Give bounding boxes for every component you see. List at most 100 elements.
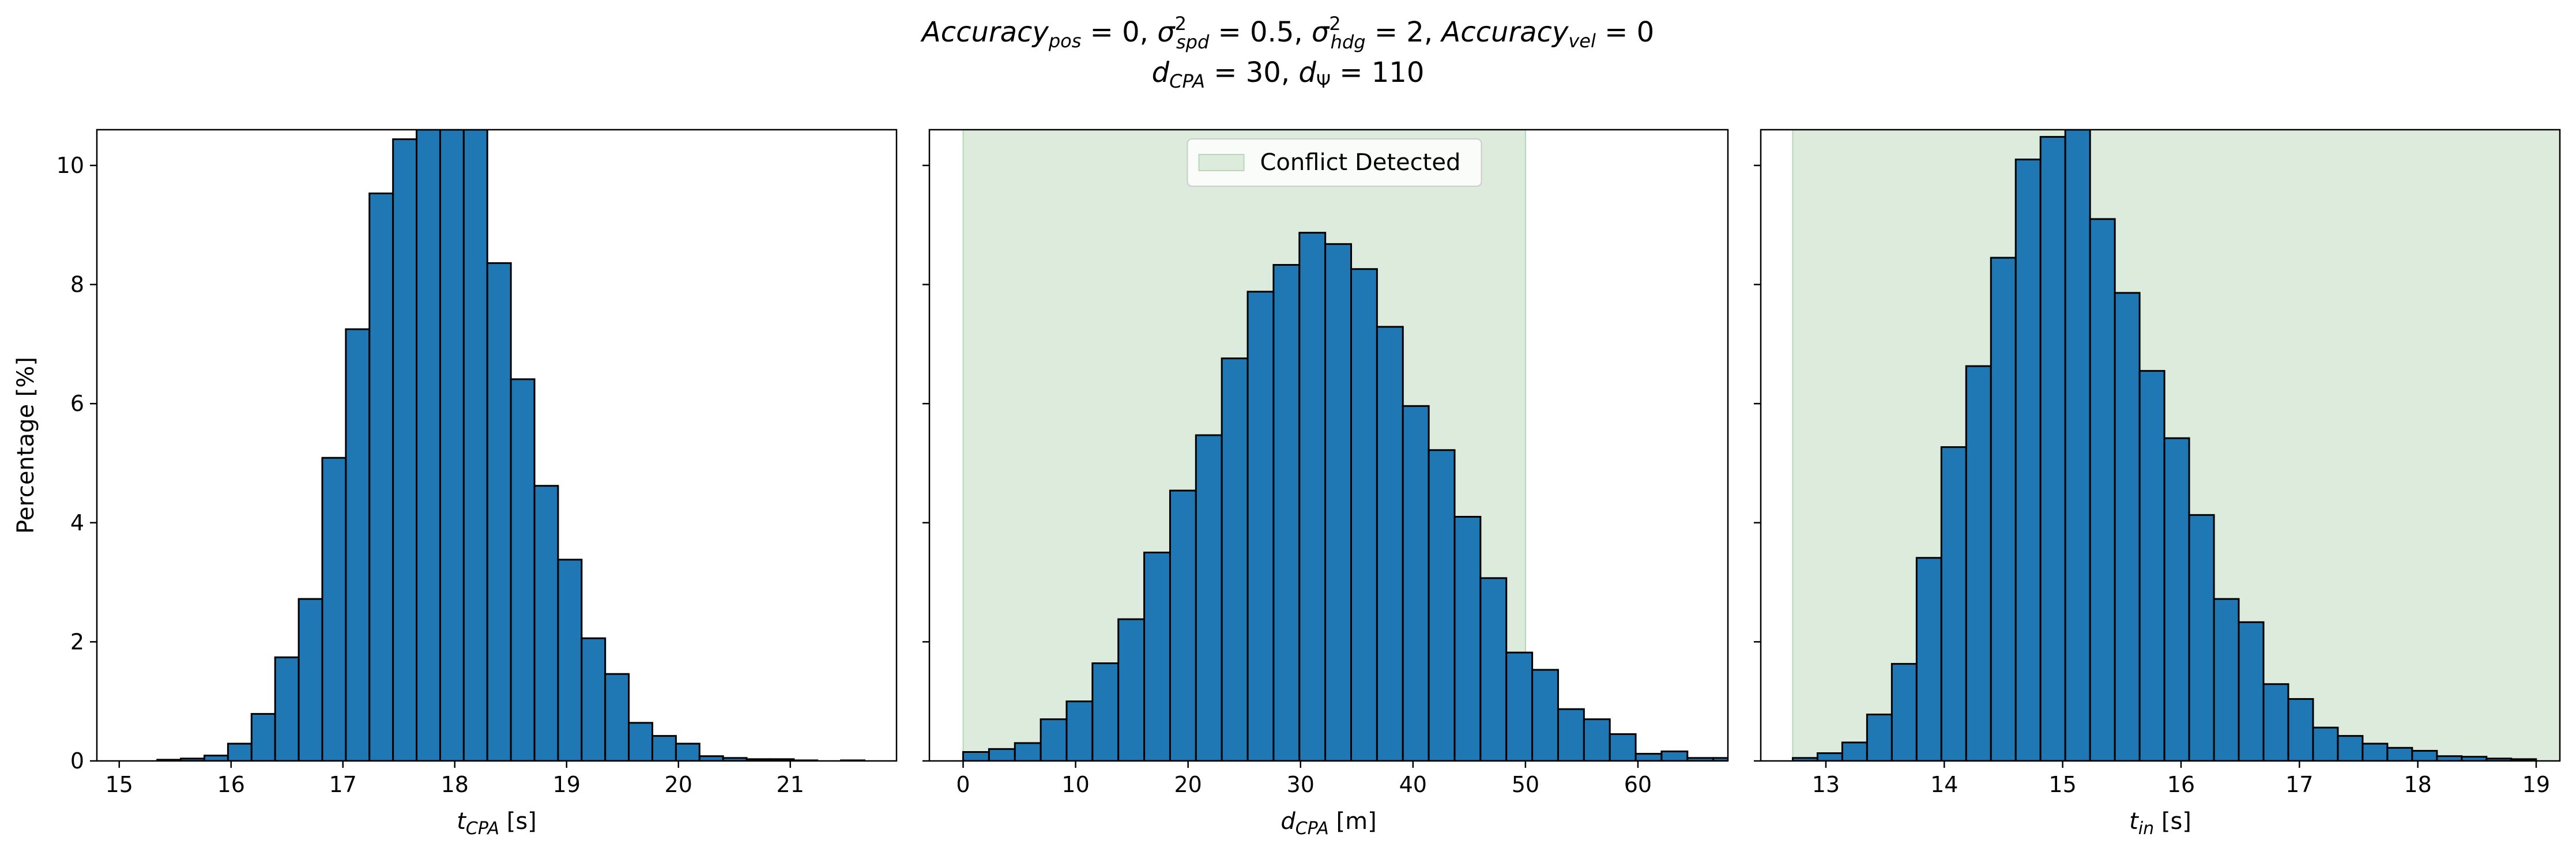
histogram-bar <box>2188 514 2215 761</box>
x-tick-label: 50 <box>1512 772 1539 797</box>
histogram-bar <box>250 712 276 761</box>
histogram-bar <box>557 559 583 761</box>
histogram-bar <box>204 755 229 761</box>
histogram-bar <box>1816 752 1843 761</box>
histogram-bar <box>462 130 488 761</box>
y-tick-label: 10 <box>57 153 84 178</box>
x-tick-label: 40 <box>1399 772 1427 797</box>
histogram-bar <box>510 378 536 761</box>
y-axis-label: Percentage [%] <box>13 357 39 534</box>
histogram-bar <box>2287 698 2314 761</box>
histogram-bar <box>1660 750 1689 761</box>
histogram-bar <box>1065 700 1094 761</box>
histogram-bar <box>1091 662 1120 761</box>
histogram-bar <box>1195 434 1223 761</box>
histogram-bar <box>2039 135 2066 761</box>
histogram-bar <box>1453 515 1482 761</box>
histogram-bar <box>1712 757 1728 761</box>
histogram-bar <box>1915 557 1942 761</box>
x-tick-label: 18 <box>441 772 469 797</box>
histogram-bar <box>1965 365 1992 761</box>
histogram-bar <box>1890 663 1918 761</box>
histogram-bar <box>274 656 300 761</box>
histogram-bar <box>1169 489 1197 761</box>
x-tick-label: 16 <box>2167 772 2195 797</box>
histogram-bar <box>1014 742 1042 761</box>
histogram-bar <box>651 735 677 761</box>
histogram-bar <box>2262 683 2289 761</box>
legend-swatch <box>1198 154 1245 171</box>
histogram-bar <box>1324 243 1353 761</box>
x-axis-label: dCPA [m] <box>1281 808 1376 839</box>
x-tick-label: 10 <box>1061 772 1089 797</box>
y-tick-label: 6 <box>70 391 84 416</box>
x-tick-label: 19 <box>2522 772 2550 797</box>
y-tick-label: 0 <box>70 748 84 774</box>
figure-title-line-1: Accuracypos = 0, σ2 spd = 0.5, σ2 hdg = 2,… <box>920 13 1654 53</box>
histogram-bar <box>2213 598 2240 761</box>
histogram-bar <box>1557 708 1585 761</box>
y-tick-label: 4 <box>70 510 84 536</box>
histogram-bar <box>1040 718 1068 761</box>
panel-tin: 13 14 15 16 17 18 19 tin [s] <box>1754 129 2561 839</box>
axes-frame <box>1760 129 2561 762</box>
x-tick-label: 17 <box>329 772 357 797</box>
histogram-bar <box>1609 733 1637 761</box>
histogram-bar <box>1841 741 1868 761</box>
histogram-bar <box>962 751 990 761</box>
x-tick-label: 20 <box>1174 772 1202 797</box>
histogram-bar <box>581 637 607 761</box>
histogram-bar <box>297 598 323 761</box>
x-tick-label: 60 <box>1624 772 1652 797</box>
x-tick-label: 30 <box>1287 772 1315 797</box>
x-tick-label: 15 <box>2048 772 2076 797</box>
histogram-bar <box>2114 292 2141 761</box>
x-axis-label: tin [s] <box>2129 808 2191 839</box>
x-tick-label: 17 <box>2285 772 2313 797</box>
histogram-bar <box>1940 446 1967 761</box>
histogram-bar <box>1298 232 1327 761</box>
x-tick-label: 0 <box>956 772 970 797</box>
histogram-bar <box>988 748 1016 761</box>
histogram-bar <box>1505 651 1534 761</box>
panel-dcpa: 0 10 20 30 40 50 60 dCPA [m] Conflict Detected <box>922 129 1729 839</box>
histogram-bar <box>2510 758 2537 761</box>
plot-area <box>156 130 866 761</box>
histogram-bar <box>2411 749 2438 761</box>
histogram-bar <box>1143 551 1171 761</box>
histogram-bar <box>1531 669 1559 761</box>
legend: Conflict Detected <box>1187 138 1482 187</box>
x-tick-label: 21 <box>777 772 804 797</box>
histogram-bar <box>1246 291 1275 761</box>
histogram-bar <box>1117 618 1146 761</box>
x-tick-label: 15 <box>106 772 133 797</box>
x-tick-label: 16 <box>217 772 245 797</box>
figure-title-line-2: dCPA = 30, dΨ = 110 <box>1152 56 1425 92</box>
histogram-bar <box>2064 130 2091 761</box>
x-tick-label: 13 <box>1812 772 1840 797</box>
histogram-bar <box>1428 449 1456 761</box>
axes-frame <box>928 129 1729 762</box>
histogram-bar <box>1376 326 1404 761</box>
histogram-bar <box>2312 726 2339 761</box>
histogram-bar <box>1402 405 1430 761</box>
histogram-bar <box>2386 747 2413 761</box>
histogram-bar <box>1272 263 1301 761</box>
histogram-bar <box>2163 437 2190 761</box>
histogram-bar <box>2089 218 2116 761</box>
histogram-bar <box>2138 370 2166 761</box>
histogram-bar <box>628 722 653 761</box>
x-tick-label: 14 <box>1930 772 1958 797</box>
plot-area <box>962 130 1728 761</box>
axes-frame <box>96 129 898 762</box>
histogram-bar <box>486 262 512 761</box>
histogram-bar <box>321 457 347 761</box>
histogram-bar <box>2014 159 2042 761</box>
histogram-bar <box>439 130 465 761</box>
panel-tcpa: 15 16 17 18 19 20 21 0 2 4 6 8 10 tCPA [s] Percentage … <box>13 129 898 839</box>
histogram-bar <box>345 328 371 761</box>
histogram-bar <box>2337 735 2364 761</box>
histogram-bar <box>675 742 701 761</box>
histogram-bar <box>1583 718 1611 761</box>
